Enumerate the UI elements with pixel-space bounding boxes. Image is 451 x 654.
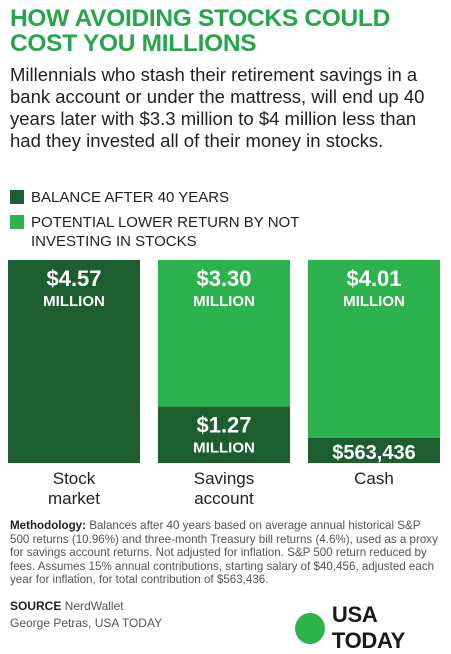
credit-line: George Petras, USA TODAY (10, 616, 163, 630)
data-label-lower-return-unit-2: MILLION (343, 293, 405, 310)
brand-name: USA TODAY (331, 602, 405, 653)
legend-swatch-lower-return (10, 215, 24, 229)
source-line: SOURCE NerdWallet (10, 599, 124, 614)
category-label-2-0: Cash (354, 469, 394, 488)
bar-balance-2 (308, 437, 440, 463)
legend-label-lower-return: POTENTIAL LOWER RETURN BY NOT INVESTING … (31, 214, 300, 250)
category-label-1-0: Savings (194, 469, 254, 488)
subtitle: Millennials who stash their retirement s… (10, 64, 425, 151)
bar-lower-return-1 (158, 260, 290, 407)
legend-swatch-balance (10, 190, 24, 204)
category-label-0-1: market (48, 489, 100, 508)
bar-lower-return-2 (308, 259, 440, 438)
page-title: HOW AVOIDING STOCKS COULD COST YOU MILLI… (10, 5, 390, 57)
source-text: NerdWallet (61, 599, 124, 613)
bar-balance-0 (8, 260, 140, 463)
data-label-balance-unit-0: MILLION (43, 293, 105, 310)
data-label-lower-return-value-2: $4.01 (346, 266, 401, 291)
legend-label-balance: BALANCE AFTER 40 YEARS (31, 189, 230, 206)
source-label: SOURCE (10, 599, 62, 613)
data-label-balance-value-2: $563,436 (332, 442, 415, 464)
data-label-balance-value-0: $4.57 (46, 266, 101, 291)
brand-logo: USA TODAY (295, 602, 451, 654)
data-label-lower-return-unit-1: MILLION (193, 293, 255, 310)
legend-item-balance: BALANCE AFTER 40 YEARS (10, 188, 229, 207)
bar-balance-1 (158, 406, 290, 463)
data-label-balance-unit-1: MILLION (193, 440, 255, 457)
data-label-balance-value-1: $1.27 (196, 413, 251, 438)
legend-item-lower-return: POTENTIAL LOWER RETURN BY NOT INVESTING … (10, 213, 311, 251)
methodology-note: Methodology: Balances after 40 years bas… (10, 519, 442, 587)
category-label-0-0: Stock (53, 469, 96, 488)
methodology-text: Balances after 40 years based on average… (10, 519, 438, 587)
brand-dot-icon (295, 612, 325, 644)
category-label-1-1: account (194, 489, 254, 508)
methodology-label: Methodology: (10, 519, 86, 532)
data-label-lower-return-value-1: $3.30 (196, 266, 251, 291)
